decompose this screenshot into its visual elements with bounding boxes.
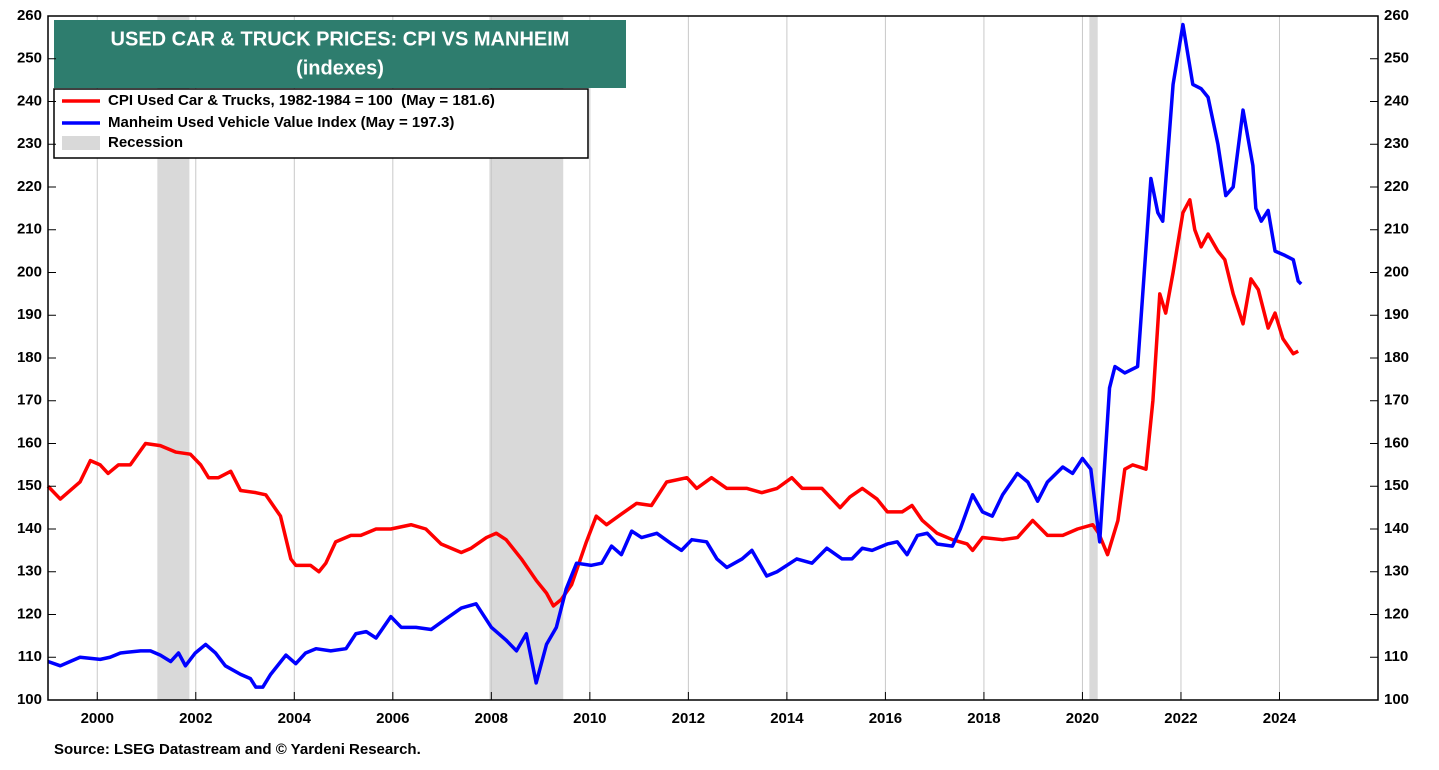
y2-tick-label: 100 <box>1384 691 1409 708</box>
y-tick-label: 140 <box>17 520 42 537</box>
x-tick-label: 2012 <box>672 710 705 727</box>
series-line <box>46 198 1300 608</box>
legend-swatch <box>62 136 100 150</box>
x-tick-label: 2018 <box>967 710 1000 727</box>
y2-tick-label: 250 <box>1384 50 1409 67</box>
x-tick-label: 2004 <box>278 710 312 727</box>
y-tick-label: 160 <box>17 434 42 451</box>
y-tick-label: 170 <box>17 392 42 409</box>
y2-tick-label: 200 <box>1384 263 1409 280</box>
x-tick-label: 2008 <box>475 710 508 727</box>
series-line <box>47 22 1303 689</box>
title-box <box>54 20 626 88</box>
y2-tick-label: 230 <box>1384 135 1409 152</box>
y-tick-label: 230 <box>17 135 42 152</box>
x-tick-label: 2020 <box>1066 710 1099 727</box>
x-tick-label: 2014 <box>770 710 804 727</box>
x-tick-label: 2006 <box>376 710 409 727</box>
y-tick-label: 120 <box>17 605 42 622</box>
legend-label: Manheim Used Vehicle Value Index (May = … <box>108 114 454 131</box>
y-tick-label: 250 <box>17 50 42 67</box>
chart-title: USED CAR & TRUCK PRICES: CPI VS MANHEIM <box>111 28 570 50</box>
x-tick-label: 2022 <box>1164 710 1197 727</box>
x-tick-label: 2024 <box>1263 710 1297 727</box>
y2-tick-label: 210 <box>1384 221 1409 238</box>
y-tick-label: 130 <box>17 563 42 580</box>
y2-tick-label: 220 <box>1384 178 1409 195</box>
y2-tick-label: 110 <box>1384 648 1408 665</box>
y-tick-label: 180 <box>17 349 42 366</box>
y-tick-label: 210 <box>17 221 42 238</box>
legend <box>53 88 589 159</box>
recession-band <box>1089 16 1098 700</box>
legend-label: Recession <box>108 134 183 151</box>
y2-tick-label: 190 <box>1384 306 1409 323</box>
y2-tick-label: 260 <box>1384 7 1409 24</box>
y2-tick-label: 160 <box>1384 434 1409 451</box>
y-tick-label: 240 <box>17 92 42 109</box>
y2-tick-label: 130 <box>1384 563 1409 580</box>
y-tick-label: 100 <box>17 691 42 708</box>
y-tick-label: 150 <box>17 477 42 494</box>
y2-tick-label: 180 <box>1384 349 1409 366</box>
x-tick-label: 2010 <box>573 710 606 727</box>
y-tick-label: 220 <box>17 178 42 195</box>
legend-label: CPI Used Car & Trucks, 1982-1984 = 100 (… <box>108 92 495 109</box>
source-note: Source: LSEG Datastream and © Yardeni Re… <box>54 741 421 758</box>
y2-tick-label: 240 <box>1384 92 1409 109</box>
chart-subtitle: (indexes) <box>296 57 384 79</box>
y-tick-label: 110 <box>18 648 42 665</box>
y-tick-label: 200 <box>17 263 42 280</box>
x-tick-label: 2016 <box>869 710 902 727</box>
x-tick-label: 2000 <box>81 710 114 727</box>
y2-tick-label: 170 <box>1384 392 1409 409</box>
y-tick-label: 260 <box>17 7 42 24</box>
y2-tick-label: 150 <box>1384 477 1409 494</box>
y2-tick-label: 120 <box>1384 605 1409 622</box>
x-tick-label: 2002 <box>179 710 212 727</box>
y2-tick-label: 140 <box>1384 520 1409 537</box>
y-tick-label: 190 <box>17 306 42 323</box>
